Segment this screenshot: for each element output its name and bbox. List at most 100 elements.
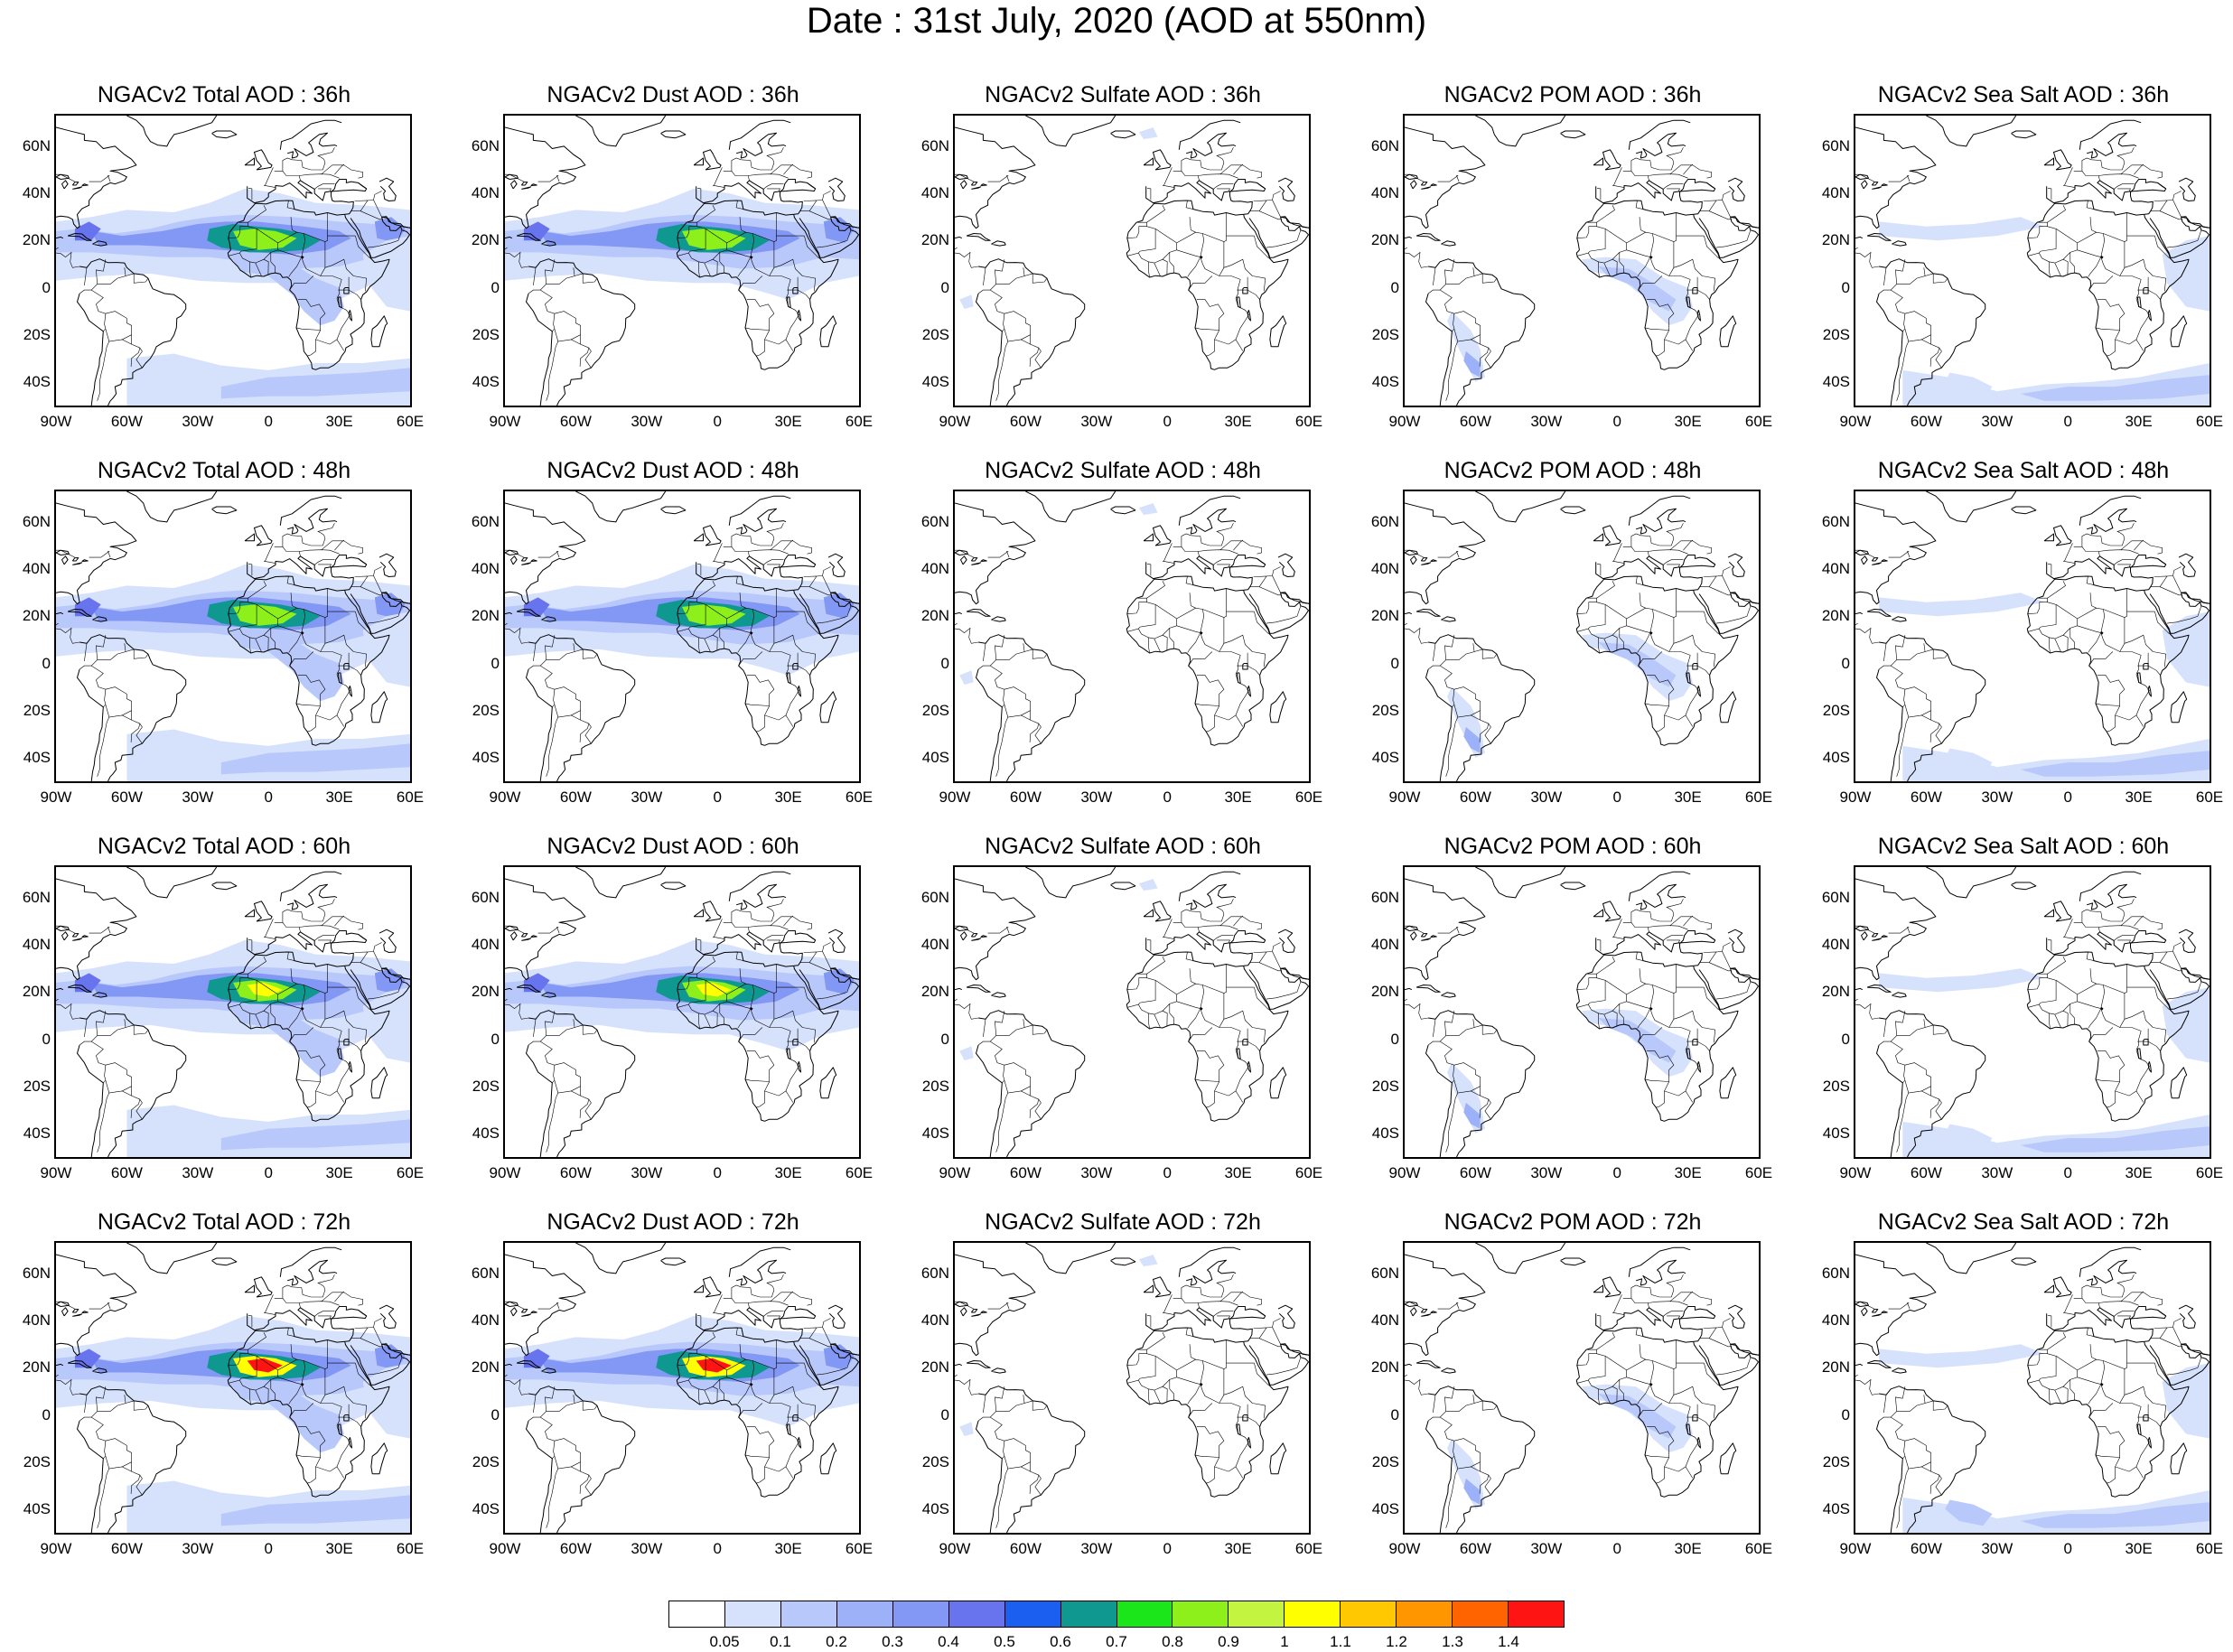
coastline: [378, 553, 397, 577]
country-border: [1638, 1027, 1663, 1042]
map-frame: [503, 1241, 861, 1535]
coastline: [77, 1420, 104, 1533]
coastline: [703, 1276, 722, 1298]
coastline: [1926, 491, 2017, 523]
country-border: [1148, 261, 1150, 278]
coastline: [1410, 1307, 1417, 1317]
country-border: [1890, 1411, 1906, 1460]
country-border: [105, 1062, 132, 1094]
country-border: [239, 977, 257, 1005]
country-border: [1154, 262, 1161, 276]
country-border: [2154, 1363, 2170, 1386]
country-border: [277, 1377, 302, 1385]
latitude-tick-label: 20N: [1821, 607, 1850, 625]
country-border: [1932, 273, 1948, 284]
coastline: [286, 1259, 338, 1286]
country-border: [1254, 987, 1269, 1011]
country-border: [1935, 723, 1942, 744]
country-border: [688, 602, 706, 630]
latitude-tick-label: 60N: [920, 136, 949, 154]
country-border: [1668, 634, 1703, 652]
coastlines: [955, 867, 1309, 1157]
country-border: [1237, 652, 1248, 667]
country-borders: [56, 1274, 403, 1528]
latitude-tick-label: 40N: [920, 1311, 949, 1330]
coastline: [1649, 255, 1653, 259]
coastline: [1178, 871, 1241, 901]
country-border: [336, 279, 350, 351]
coastline: [81, 559, 89, 562]
country-border: [1612, 1010, 1618, 1026]
coastline: [1410, 555, 1417, 565]
coastline: [1153, 901, 1172, 922]
aerosol-field: [1879, 968, 2210, 1157]
country-border: [1405, 247, 1429, 268]
country-border: [1668, 1010, 1703, 1028]
country-border: [1213, 183, 1234, 190]
country-border: [348, 289, 361, 300]
coastline: [350, 216, 410, 258]
legend-tick-label: 1.1: [1330, 1633, 1351, 1650]
coastline: [348, 310, 352, 322]
map-panel-dust-0: NGACv2 Dust AOD : 36h 60N 40N 20N 0 20S 40S 90W…: [449, 79, 897, 450]
country-border: [539, 1411, 556, 1460]
country-border: [785, 1031, 799, 1103]
country-border: [2166, 191, 2182, 201]
country-border: [1138, 602, 1156, 630]
aerosol-field: [56, 1315, 410, 1533]
coastline: [1560, 130, 1586, 139]
coastline: [728, 871, 791, 901]
country-border: [1200, 609, 1241, 656]
coastline: [358, 182, 367, 190]
longitude-tick-label: 0: [2063, 789, 2072, 806]
coastline: [1143, 533, 1154, 542]
longitude-tick-label: 60W: [559, 1164, 592, 1181]
coastline: [1200, 1006, 1203, 1011]
country-border: [2088, 1384, 2102, 1405]
coastline: [693, 157, 704, 166]
latitude-tick-label: 0: [1390, 278, 1399, 296]
aod-contour-fill: [362, 236, 410, 312]
country-border: [1685, 1031, 1699, 1103]
country-border: [995, 259, 1025, 285]
country-border: [263, 1010, 269, 1026]
longitude-tick-label: 0: [264, 1540, 273, 1557]
country-border: [56, 622, 80, 644]
country-border: [2073, 1297, 2139, 1306]
longitude-tick-label: 0: [713, 1540, 722, 1557]
country-border: [367, 1357, 403, 1376]
coastline: [960, 555, 967, 565]
country-border: [1883, 267, 1887, 285]
country-border: [571, 1466, 590, 1494]
longitude-tick-label: 0: [2063, 1540, 2072, 1557]
country-border: [336, 1406, 350, 1479]
map-panel-seasalt-0: NGACv2 Sea Salt AOD : 36h 60N 40N 20N 0 20S 40…: [1799, 79, 2233, 450]
coastline: [227, 930, 390, 1122]
coastline: [703, 525, 722, 546]
coastline: [1405, 987, 1413, 991]
country-border: [989, 659, 1005, 708]
country-border: [533, 267, 537, 285]
map-panel-sulfate-1: NGACv2 Sulfate AOD : 48h 60N 40N 20N 0 20S 40S…: [899, 455, 1347, 826]
country-border: [767, 564, 780, 568]
country-border: [2089, 593, 2097, 609]
country-border: [2166, 942, 2182, 953]
country-border: [677, 980, 727, 1015]
country-border: [1024, 1400, 1033, 1404]
longitude-tick-label: 0: [1163, 1540, 1172, 1557]
country-border: [505, 998, 529, 1020]
coastline: [1706, 1310, 1715, 1317]
coastline: [516, 1360, 541, 1368]
country-border: [295, 1078, 321, 1082]
latitude-tick-label: 60N: [1821, 1264, 1850, 1282]
country-border: [1895, 259, 1926, 285]
longitude-tick-label: 30E: [1674, 789, 1702, 806]
longitude-tick-label: 90W: [40, 789, 72, 806]
coastline: [1280, 1343, 1309, 1356]
country-border: [1708, 210, 1732, 220]
country-border: [2150, 1327, 2168, 1339]
latitude-tick-label: 40N: [1370, 1311, 1399, 1330]
country-border: [336, 1031, 350, 1103]
country-border: [1254, 611, 1269, 635]
